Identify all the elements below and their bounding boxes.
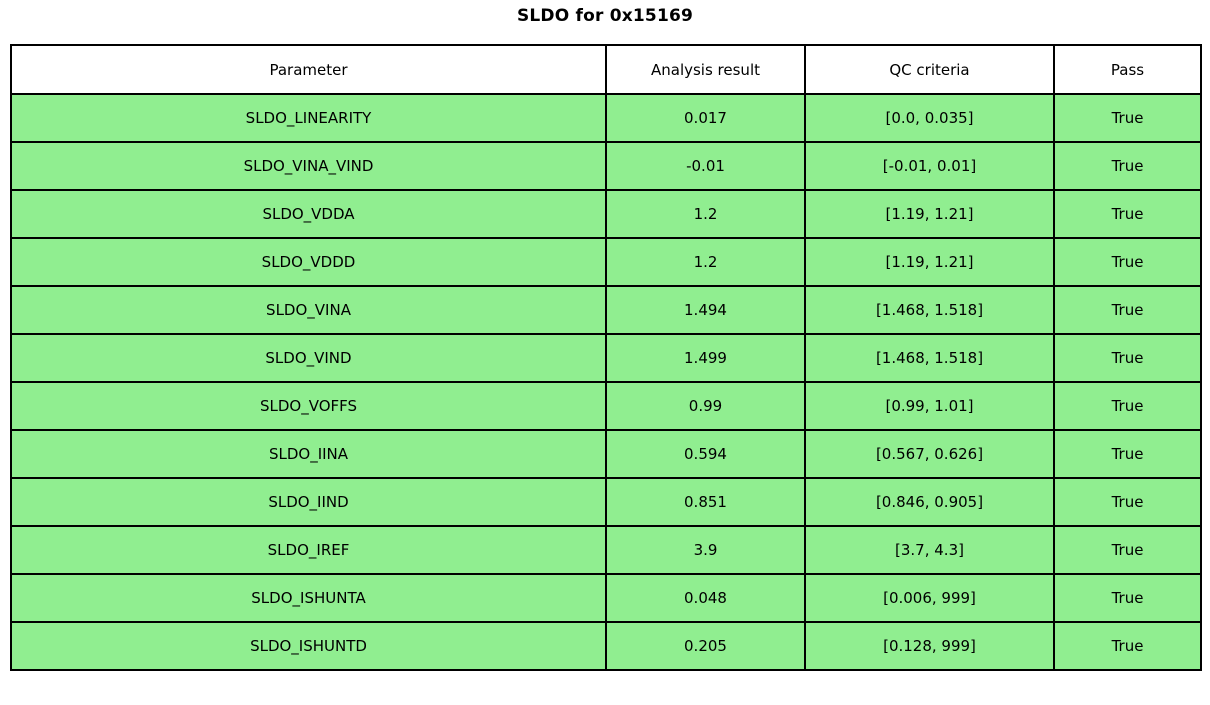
cell-result: 0.99 <box>605 381 806 431</box>
table-header: Parameter Analysis result QC criteria Pa… <box>10 44 1202 95</box>
qc-results-table: Parameter Analysis result QC criteria Pa… <box>10 44 1202 671</box>
column-header-analysis-result: Analysis result <box>605 44 806 95</box>
cell-parameter: SLDO_ISHUNTD <box>10 621 607 671</box>
cell-parameter: SLDO_VINA_VIND <box>10 141 607 191</box>
cell-qc: [0.006, 999] <box>804 573 1055 623</box>
cell-pass: True <box>1053 381 1202 431</box>
cell-parameter: SLDO_IREF <box>10 525 607 575</box>
table-row: SLDO_ISHUNTD 0.205 [0.128, 999] True <box>10 621 1202 671</box>
cell-qc: [0.846, 0.905] <box>804 477 1055 527</box>
cell-qc: [1.19, 1.21] <box>804 237 1055 287</box>
cell-parameter: SLDO_VINA <box>10 285 607 335</box>
cell-pass: True <box>1053 189 1202 239</box>
table-row: SLDO_VDDD 1.2 [1.19, 1.21] True <box>10 237 1202 287</box>
table-row: SLDO_VDDA 1.2 [1.19, 1.21] True <box>10 189 1202 239</box>
cell-qc: [3.7, 4.3] <box>804 525 1055 575</box>
cell-qc: [1.468, 1.518] <box>804 285 1055 335</box>
cell-pass: True <box>1053 477 1202 527</box>
cell-result: 1.499 <box>605 333 806 383</box>
table-row: SLDO_IINA 0.594 [0.567, 0.626] True <box>10 429 1202 479</box>
cell-pass: True <box>1053 525 1202 575</box>
header-row: Parameter Analysis result QC criteria Pa… <box>10 44 1202 95</box>
cell-parameter: SLDO_IIND <box>10 477 607 527</box>
cell-parameter: SLDO_VIND <box>10 333 607 383</box>
cell-result: 3.9 <box>605 525 806 575</box>
cell-pass: True <box>1053 333 1202 383</box>
cell-pass: True <box>1053 429 1202 479</box>
cell-result: 0.048 <box>605 573 806 623</box>
cell-result: 0.017 <box>605 93 806 143</box>
cell-parameter: SLDO_IINA <box>10 429 607 479</box>
cell-parameter: SLDO_VDDA <box>10 189 607 239</box>
cell-qc: [0.0, 0.035] <box>804 93 1055 143</box>
table-row: SLDO_IIND 0.851 [0.846, 0.905] True <box>10 477 1202 527</box>
cell-qc: [0.128, 999] <box>804 621 1055 671</box>
cell-result: 0.205 <box>605 621 806 671</box>
cell-pass: True <box>1053 93 1202 143</box>
cell-result: -0.01 <box>605 141 806 191</box>
column-header-parameter: Parameter <box>10 44 607 95</box>
cell-pass: True <box>1053 621 1202 671</box>
cell-pass: True <box>1053 285 1202 335</box>
cell-qc: [0.99, 1.01] <box>804 381 1055 431</box>
column-header-qc-criteria: QC criteria <box>804 44 1055 95</box>
table-row: SLDO_ISHUNTA 0.048 [0.006, 999] True <box>10 573 1202 623</box>
table-row: SLDO_LINEARITY 0.017 [0.0, 0.035] True <box>10 93 1202 143</box>
table-row: SLDO_VOFFS 0.99 [0.99, 1.01] True <box>10 381 1202 431</box>
cell-qc: [0.567, 0.626] <box>804 429 1055 479</box>
cell-parameter: SLDO_LINEARITY <box>10 93 607 143</box>
table-row: SLDO_VIND 1.499 [1.468, 1.518] True <box>10 333 1202 383</box>
cell-result: 1.494 <box>605 285 806 335</box>
cell-result: 0.594 <box>605 429 806 479</box>
cell-result: 1.2 <box>605 237 806 287</box>
cell-pass: True <box>1053 141 1202 191</box>
page-title: SLDO for 0x15169 <box>516 6 694 26</box>
cell-result: 1.2 <box>605 189 806 239</box>
cell-result: 0.851 <box>605 477 806 527</box>
cell-parameter: SLDO_VOFFS <box>10 381 607 431</box>
cell-qc: [-0.01, 0.01] <box>804 141 1055 191</box>
column-header-pass: Pass <box>1053 44 1202 95</box>
cell-qc: [1.468, 1.518] <box>804 333 1055 383</box>
cell-pass: True <box>1053 237 1202 287</box>
cell-parameter: SLDO_ISHUNTA <box>10 573 607 623</box>
table-body: SLDO_LINEARITY 0.017 [0.0, 0.035] True SLDO_… <box>10 93 1202 671</box>
cell-parameter: SLDO_VDDD <box>10 237 607 287</box>
cell-qc: [1.19, 1.21] <box>804 189 1055 239</box>
cell-pass: True <box>1053 573 1202 623</box>
table-row: SLDO_IREF 3.9 [3.7, 4.3] True <box>10 525 1202 575</box>
table-row: SLDO_VINA_VIND -0.01 [-0.01, 0.01] True <box>10 141 1202 191</box>
table-row: SLDO_VINA 1.494 [1.468, 1.518] True <box>10 285 1202 335</box>
